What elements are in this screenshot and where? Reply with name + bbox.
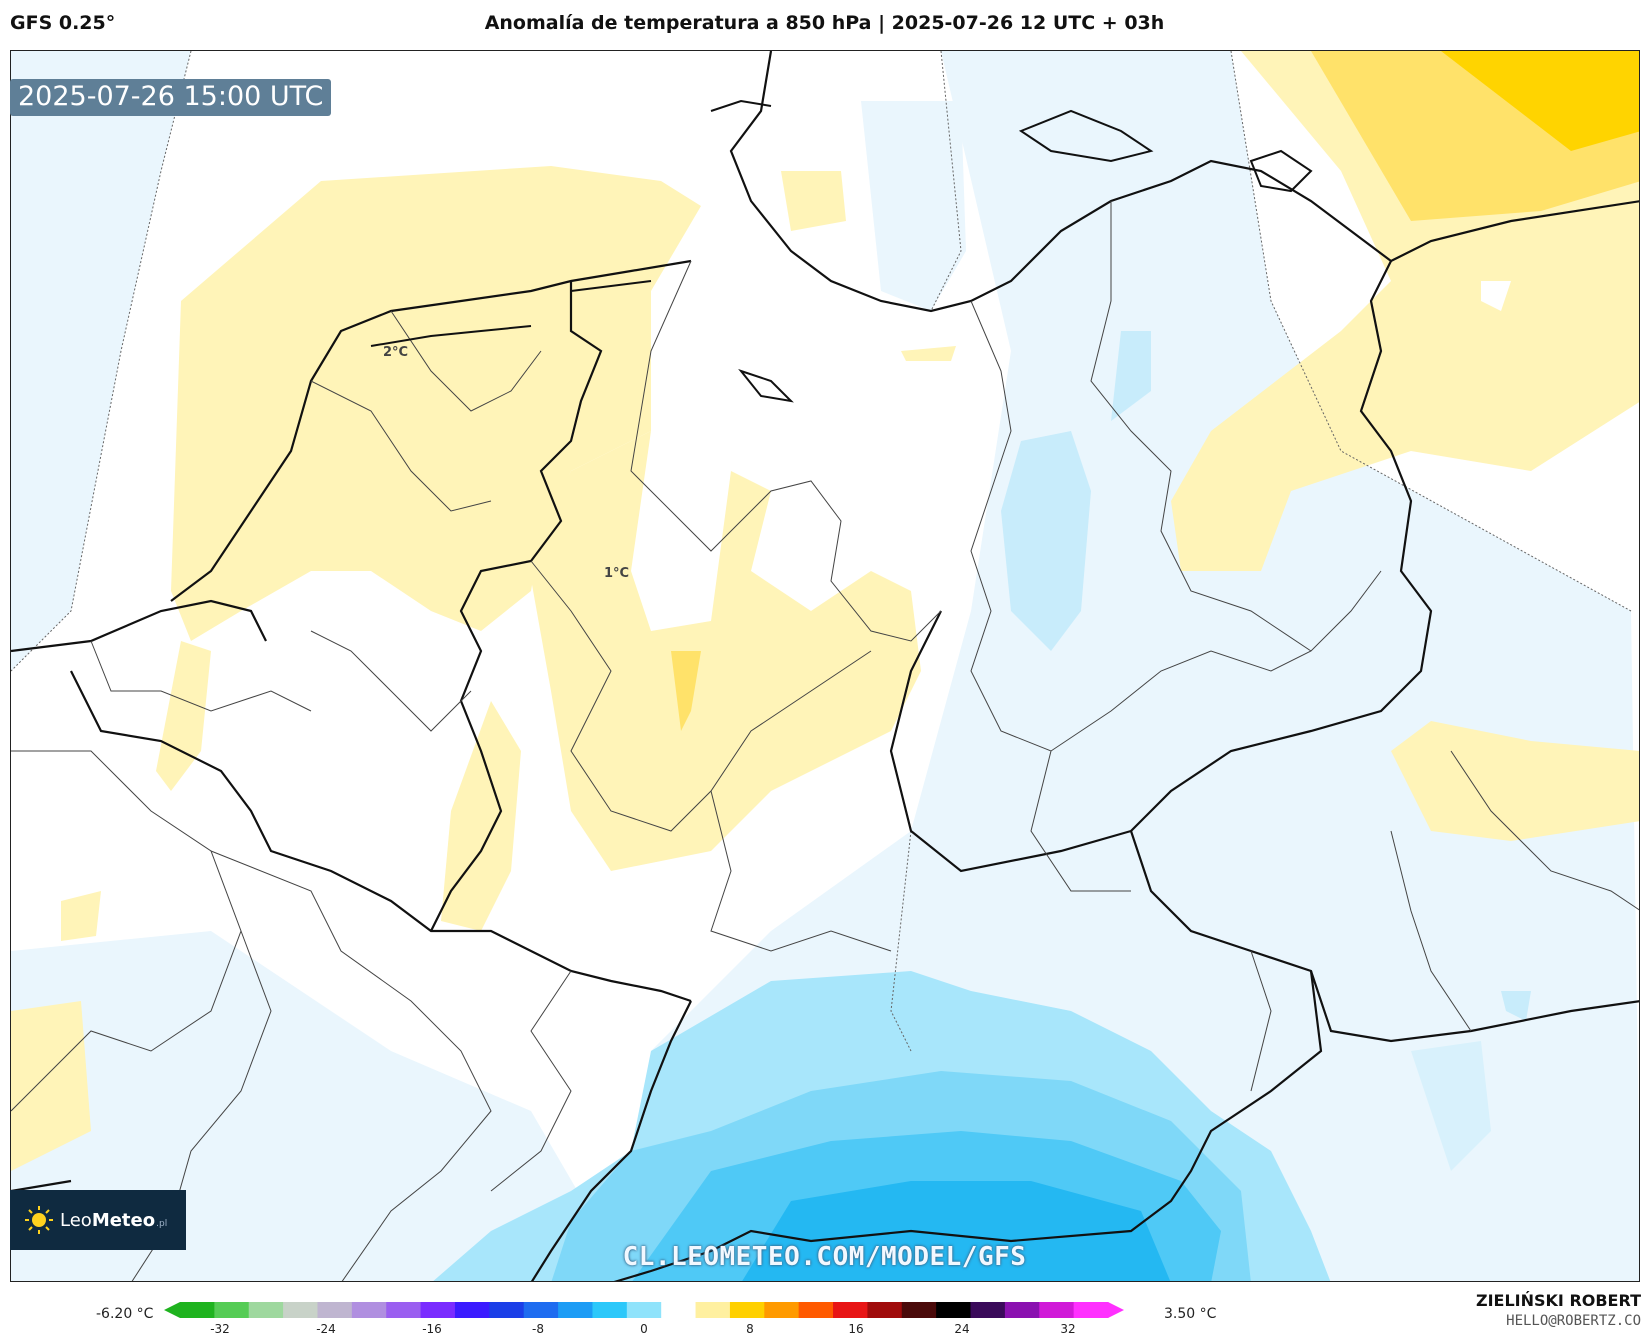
colorbar-tick-label: -32 [210, 1322, 230, 1336]
colorbar-tick-label: 32 [1060, 1322, 1076, 1336]
map-title: Anomalía de temperatura a 850 hPa | 2025… [484, 12, 1165, 34]
author-email[interactable]: HELLO@ROBERTZ.CO [1506, 1313, 1641, 1329]
logo-text: LeoMeteo.pl [60, 1209, 168, 1231]
leometeo-logo[interactable]: LeoMeteo.pl [10, 1190, 186, 1250]
colorbar-segment [901, 1302, 937, 1318]
colorbar-segment [798, 1302, 834, 1318]
contour-label-2c: 2°C [383, 345, 409, 360]
colorbar-segment [283, 1302, 318, 1318]
colorbar-segment [248, 1302, 284, 1318]
valid-time-badge: 2025-07-26 15:00 UTC [10, 79, 332, 116]
model-label: GFS 0.25° [10, 12, 116, 34]
colorbar-segment [833, 1302, 868, 1318]
colorbar-segment [420, 1302, 456, 1318]
cool-anomaly-region-west [11, 51, 191, 671]
colorbar-tick-label: -24 [316, 1322, 336, 1336]
region-borders [11, 201, 1639, 1281]
colorbar-tick-label: -16 [422, 1322, 442, 1336]
colorbar-segment [695, 1302, 731, 1318]
colorbar-max-label: 3.50 °C [1164, 1306, 1217, 1322]
colorbar-tick-label: 8 [746, 1322, 754, 1336]
colorbar-segment [592, 1302, 628, 1318]
colorbar-tick-label: 24 [954, 1322, 970, 1336]
colorbar-segment [180, 1302, 215, 1318]
warm-anomaly-region-germany [526, 431, 921, 871]
model-url-watermark: CL.LEOMETEO.COM/MODEL/GFS [622, 1242, 1027, 1272]
cool-patch-central [1001, 431, 1091, 651]
colorbar-segment [454, 1302, 490, 1318]
colorbar-segment [558, 1302, 593, 1318]
colorbar-segment [867, 1302, 903, 1318]
country-borders [11, 51, 1639, 1281]
colorbar-min-label: -6.20 °C [96, 1306, 154, 1322]
map-area[interactable] [10, 50, 1640, 1282]
colorbar-segment [970, 1302, 1006, 1318]
colorbar-segment [386, 1302, 422, 1318]
colorbar-tick-label: 16 [848, 1322, 864, 1336]
colorbar [164, 1302, 1124, 1318]
colorbar-segment [1073, 1302, 1109, 1318]
colorbar-tick-label: 0 [640, 1322, 648, 1336]
colorbar-segment [729, 1302, 765, 1318]
colorbar-segment [214, 1302, 250, 1318]
coast-islands [370, 99, 1313, 403]
colorbar-tick-label: -8 [532, 1322, 544, 1336]
colorbar-left-arrow [164, 1302, 180, 1318]
cold-anomaly-south-core [742, 1181, 1171, 1281]
contour-label-1c: 1°C [604, 566, 630, 581]
colorbar-segment [936, 1302, 972, 1318]
colorbar-segment [489, 1302, 525, 1318]
anomaly-map [11, 51, 1639, 1281]
colorbar-segment [1004, 1302, 1040, 1318]
warm-anomaly-region-netherlands [171, 166, 701, 641]
colorbar-segment [626, 1302, 662, 1318]
colorbar-segment [1039, 1302, 1075, 1318]
colorbar-segment [351, 1302, 387, 1318]
colorbar-segment [317, 1302, 353, 1318]
colorbar-segment [764, 1302, 800, 1318]
colorbar-segment [523, 1302, 559, 1318]
colorbar-segment [661, 1302, 697, 1318]
sun-icon [24, 1205, 54, 1235]
author-credit: ZIELIŃSKI ROBERT [1475, 1291, 1641, 1310]
colorbar-right-arrow [1108, 1302, 1124, 1318]
